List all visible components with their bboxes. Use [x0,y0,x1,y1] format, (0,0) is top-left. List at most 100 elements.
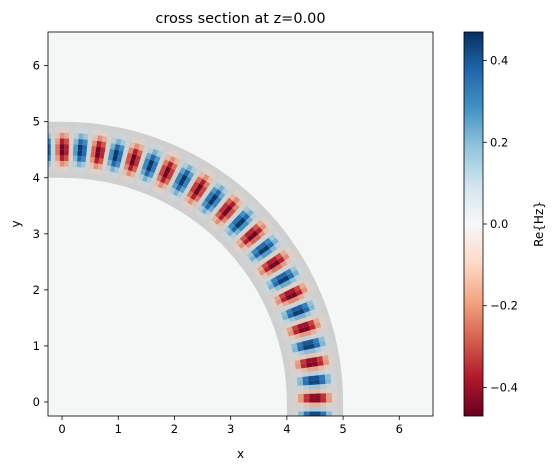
field-cell [228,186,237,194]
field-cell [266,307,274,314]
field-cell [239,187,248,196]
field-cell [150,178,157,186]
field-cell [335,372,343,379]
field-cell [257,212,265,220]
field-cell [324,373,331,380]
field-cell [172,189,180,197]
x-axis-label: x [237,447,244,461]
field-cell [173,196,181,203]
field-cell [281,242,289,250]
field-cell [288,287,296,295]
field-cell [153,143,161,151]
field-cell [291,381,298,387]
field-cell [87,134,94,141]
field-cell [234,245,242,253]
field-cell [248,227,256,235]
field-cell [293,355,301,361]
field-cell [232,189,240,197]
field-cell [260,215,268,224]
field-cell [230,225,238,233]
field-cell [257,204,266,213]
field-cell [217,220,225,228]
field-cell [48,155,51,161]
field-cell [67,172,73,178]
field-cell [119,162,126,169]
field-cell [282,332,289,338]
field-cell [292,269,300,277]
field-cell [138,144,145,152]
field-cell [42,139,46,145]
field-cell [77,144,83,151]
field-cell [313,342,321,348]
field-cell [186,164,193,172]
field-cell [50,166,56,173]
field-cell [64,149,69,156]
field-cell [265,279,273,287]
field-cell [264,237,272,245]
field-cell [142,187,148,194]
field-cell [285,294,293,301]
field-cell [312,366,319,372]
field-cell [83,122,90,129]
field-cell [290,306,298,313]
field-cell [187,204,195,212]
field-cell [294,333,301,339]
field-cell [314,393,321,399]
field-cell [297,346,304,352]
field-cell [144,181,151,189]
field-cell [268,234,276,242]
field-cell [133,143,140,150]
field-cell [307,339,314,345]
field-cell [166,173,173,181]
field-cell [211,208,219,216]
field-cell [132,148,139,156]
field-cell [292,407,299,412]
field-cell [79,122,85,129]
field-cell [155,138,163,146]
field-cell [331,407,338,412]
field-cell [33,133,37,139]
field-cell [287,352,294,358]
field-cell [242,238,250,246]
field-cell [301,371,308,377]
field-cell [240,261,248,269]
field-cell [314,379,320,385]
field-cell [72,166,77,173]
field-cell [251,278,259,285]
field-cell [189,185,197,193]
field-cell [115,161,121,168]
field-cell [314,411,321,416]
field-cell [330,373,337,379]
field-cell [112,132,118,139]
field-cell [314,388,321,394]
field-cell [114,143,121,151]
field-cell [310,352,317,358]
field-cell [190,192,198,201]
field-cell [288,360,296,366]
field-cell [128,176,135,184]
field-cell [262,244,270,252]
x-tick-label: 2 [171,422,178,436]
field-cell [281,285,289,293]
field-cell [323,334,331,341]
field-cell [306,273,314,281]
field-cell [325,388,332,394]
field-cell [220,223,228,231]
field-cell [301,340,309,347]
field-cell [177,160,185,168]
field-cell [125,158,131,165]
field-cell [274,241,282,249]
field-cell [299,297,307,305]
field-cell [205,169,213,177]
field-cell [33,144,37,150]
y-axis: 0 1 2 3 4 5 6 [33,59,48,409]
field-cell [257,289,265,296]
field-cell [262,286,270,293]
field-cell [114,166,120,174]
y-tick-label: 5 [33,115,40,129]
field-cell [179,186,186,194]
field-cell [180,174,188,182]
field-cell [164,141,172,149]
field-cell [186,190,194,198]
field-cell [68,166,73,173]
